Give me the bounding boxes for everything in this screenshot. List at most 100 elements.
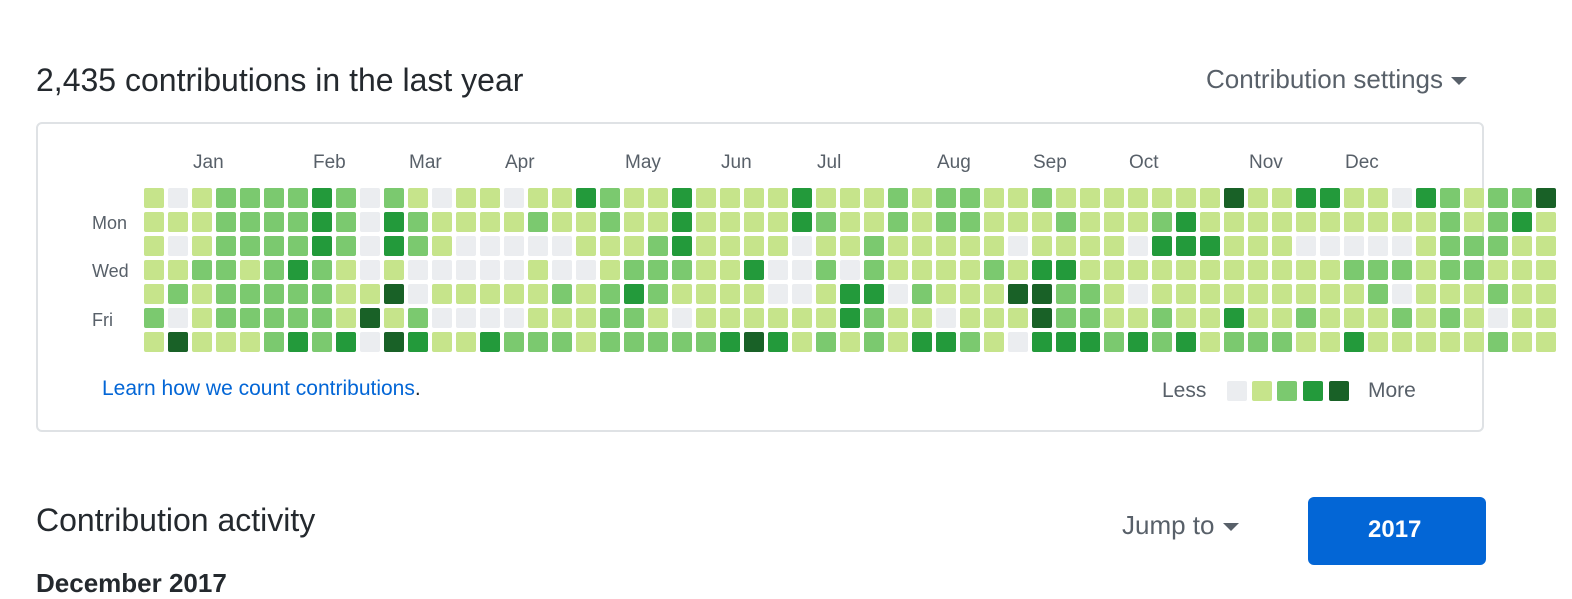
contribution-day[interactable] (720, 260, 740, 280)
contribution-day[interactable] (1392, 236, 1412, 256)
contribution-day[interactable] (744, 260, 764, 280)
contribution-day[interactable] (1176, 332, 1196, 352)
contribution-day[interactable] (696, 236, 716, 256)
contribution-day[interactable] (1008, 308, 1028, 328)
contribution-day[interactable] (1296, 260, 1316, 280)
contribution-day[interactable] (1440, 236, 1460, 256)
contribution-day[interactable] (432, 308, 452, 328)
contribution-day[interactable] (336, 284, 356, 304)
contribution-day[interactable] (1008, 236, 1028, 256)
contribution-day[interactable] (864, 308, 884, 328)
contribution-day[interactable] (1008, 188, 1028, 208)
contribution-day[interactable] (1104, 284, 1124, 304)
contribution-day[interactable] (216, 260, 236, 280)
contribution-day[interactable] (912, 236, 932, 256)
contribution-day[interactable] (1536, 212, 1556, 232)
contribution-day[interactable] (240, 188, 260, 208)
contribution-day[interactable] (576, 236, 596, 256)
contribution-day[interactable] (888, 260, 908, 280)
contribution-day[interactable] (480, 188, 500, 208)
contribution-day[interactable] (456, 260, 476, 280)
contribution-day[interactable] (1416, 260, 1436, 280)
contribution-day[interactable] (1272, 260, 1292, 280)
contribution-day[interactable] (1464, 308, 1484, 328)
contribution-day[interactable] (1032, 212, 1052, 232)
contribution-day[interactable] (1488, 212, 1508, 232)
contribution-day[interactable] (552, 332, 572, 352)
contribution-day[interactable] (600, 332, 620, 352)
contribution-day[interactable] (816, 260, 836, 280)
contribution-day[interactable] (1272, 236, 1292, 256)
contribution-day[interactable] (432, 212, 452, 232)
contribution-day[interactable] (1224, 212, 1244, 232)
contribution-day[interactable] (888, 212, 908, 232)
contribution-day[interactable] (528, 308, 548, 328)
contribution-day[interactable] (840, 308, 860, 328)
contribution-day[interactable] (1416, 308, 1436, 328)
contribution-day[interactable] (1032, 284, 1052, 304)
contribution-day[interactable] (1536, 332, 1556, 352)
contribution-day[interactable] (720, 284, 740, 304)
contribution-day[interactable] (168, 308, 188, 328)
year-2017-button[interactable]: 2017 (1308, 497, 1486, 565)
contribution-day[interactable] (528, 212, 548, 232)
contribution-day[interactable] (672, 308, 692, 328)
contribution-day[interactable] (624, 308, 644, 328)
contribution-day[interactable] (1080, 284, 1100, 304)
contribution-day[interactable] (384, 260, 404, 280)
contribution-day[interactable] (336, 308, 356, 328)
contribution-day[interactable] (984, 236, 1004, 256)
contribution-day[interactable] (312, 212, 332, 232)
contribution-day[interactable] (1272, 332, 1292, 352)
contribution-day[interactable] (1320, 188, 1340, 208)
contribution-day[interactable] (1392, 332, 1412, 352)
contribution-day[interactable] (1272, 308, 1292, 328)
contribution-day[interactable] (648, 260, 668, 280)
contribution-day[interactable] (432, 284, 452, 304)
contribution-day[interactable] (480, 284, 500, 304)
contribution-day[interactable] (1176, 236, 1196, 256)
contribution-day[interactable] (840, 188, 860, 208)
contribution-day[interactable] (312, 284, 332, 304)
contribution-day[interactable] (144, 212, 164, 232)
contribution-day[interactable] (936, 308, 956, 328)
contribution-day[interactable] (1488, 260, 1508, 280)
contribution-day[interactable] (792, 308, 812, 328)
contribution-day[interactable] (984, 188, 1004, 208)
contribution-day[interactable] (864, 332, 884, 352)
contribution-day[interactable] (1104, 212, 1124, 232)
contribution-day[interactable] (504, 212, 524, 232)
contribution-day[interactable] (144, 308, 164, 328)
contribution-day[interactable] (552, 212, 572, 232)
contribution-day[interactable] (1488, 332, 1508, 352)
contribution-day[interactable] (1056, 260, 1076, 280)
contribution-day[interactable] (552, 236, 572, 256)
contribution-day[interactable] (1056, 188, 1076, 208)
contribution-day[interactable] (864, 188, 884, 208)
contribution-day[interactable] (336, 332, 356, 352)
contribution-day[interactable] (744, 332, 764, 352)
contribution-day[interactable] (1248, 212, 1268, 232)
contribution-day[interactable] (168, 188, 188, 208)
contribution-day[interactable] (1368, 236, 1388, 256)
contribution-day[interactable] (456, 284, 476, 304)
contribution-day[interactable] (1152, 260, 1172, 280)
contribution-day[interactable] (1008, 260, 1028, 280)
contribution-day[interactable] (264, 188, 284, 208)
contribution-day[interactable] (360, 188, 380, 208)
contribution-day[interactable] (792, 284, 812, 304)
contribution-day[interactable] (960, 260, 980, 280)
contribution-day[interactable] (576, 308, 596, 328)
contribution-day[interactable] (648, 284, 668, 304)
contribution-day[interactable] (912, 260, 932, 280)
contribution-day[interactable] (1152, 188, 1172, 208)
contribution-day[interactable] (1272, 212, 1292, 232)
contribution-day[interactable] (1176, 260, 1196, 280)
contribution-day[interactable] (984, 332, 1004, 352)
contribution-day[interactable] (1176, 188, 1196, 208)
contribution-day[interactable] (1224, 332, 1244, 352)
contribution-day[interactable] (480, 308, 500, 328)
contribution-day[interactable] (888, 284, 908, 304)
learn-contributions-link[interactable]: Learn how we count contributions (102, 377, 415, 400)
contribution-day[interactable] (384, 284, 404, 304)
